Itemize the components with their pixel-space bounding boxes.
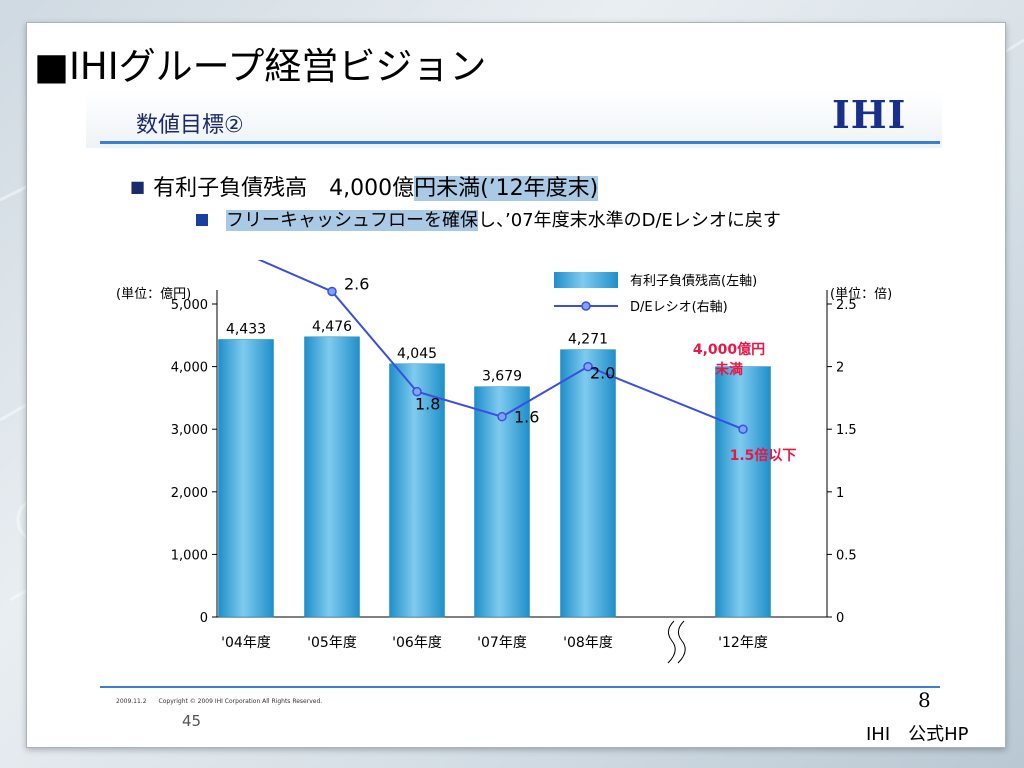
x-category-label: '08年度 [563, 635, 613, 651]
left-axis-unit: (単位：億円) [116, 286, 191, 302]
header-bar [86, 90, 942, 148]
left-tick-label: 5,000 [171, 298, 208, 313]
right-tick-label: 1.5 [836, 423, 857, 438]
left-tick-label: 4,000 [171, 361, 208, 376]
line-value-label: 1.6 [514, 408, 539, 427]
bullet1-highlight: 円未満(’12年度末) [414, 176, 599, 201]
slide-number: 45 [182, 712, 202, 730]
bar-value-label: 4,433 [226, 321, 266, 337]
right-tick-label: 1 [836, 486, 844, 501]
line-value-label: 1.8 [415, 395, 440, 414]
source-label: IHI 公式HP [866, 724, 969, 745]
bullet2-text: し、’07年度末水準のD/Eレシオに戻す [478, 210, 781, 231]
header-divider [100, 141, 940, 144]
left-tick-label: 3,000 [171, 423, 208, 438]
right-tick-label: 2 [836, 361, 844, 376]
line-point [497, 411, 507, 422]
x-category-label: '07年度 [477, 635, 527, 651]
target-debt-label: 4,000億円 [693, 341, 765, 358]
line-value-label: 2.6 [344, 274, 369, 293]
right-tick-label: 2.5 [836, 298, 857, 313]
slide-title: ■IHIグループ経営ビジョン [34, 45, 487, 88]
axis-break-mark [677, 620, 686, 664]
x-category-label: '05年度 [307, 635, 357, 651]
bar-debt [474, 386, 530, 618]
bar-value-label: 4,045 [397, 346, 437, 362]
footer-divider [100, 686, 940, 688]
line-point [412, 386, 422, 397]
bullet1-text: 有利子負債残高 4,000億 [153, 176, 415, 201]
copyright-text: 2009.11.2 Copyright © 2009 IHI Corporati… [116, 698, 323, 705]
debt-de-ratio-chart: 01,0002,0003,0004,0005,00000.511.522.5(単… [116, 260, 892, 664]
bar-debt [389, 363, 445, 618]
bar-debt [715, 366, 771, 618]
left-tick-label: 0 [200, 611, 208, 626]
x-category-label: '06年度 [392, 635, 442, 651]
right-tick-label: 0 [836, 611, 844, 626]
line-point [327, 286, 337, 297]
bar-debt [218, 339, 274, 618]
axis-break-mark [667, 620, 676, 664]
ihi-logo: IHI [832, 92, 907, 137]
subtitle: 数値目標② [136, 113, 244, 138]
bullet-square-icon: ■ [130, 177, 146, 196]
line-de-ratio [257, 260, 744, 431]
slide-content: 数値目標② IHI ■ 有利子負債残高 4,000億円未満(’12年度末) フリー… [86, 90, 942, 714]
bar-debt [304, 336, 360, 618]
bullet-square-icon [196, 214, 208, 226]
x-category-label: '04年度 [221, 635, 271, 651]
bar-value-label: 4,271 [568, 332, 608, 348]
bullet-free-cash-flow: フリーキャッシュフローを確保し、’07年度末水準のD/Eレシオに戻す [196, 206, 781, 232]
bar-value-label: 4,476 [312, 319, 352, 335]
bar-debt [560, 349, 616, 618]
legend-bar-swatch [554, 272, 618, 288]
line-value-label: 2.0 [590, 364, 615, 383]
left-tick-label: 1,000 [171, 548, 208, 563]
legend-line-marker [581, 301, 591, 311]
legend-line-label: D/Eレシオ(右軸) [630, 300, 728, 315]
bar-value-label: 3,679 [482, 369, 522, 385]
right-tick-label: 0.5 [836, 548, 857, 563]
left-tick-label: 2,000 [171, 486, 208, 501]
line-point [583, 361, 593, 372]
page-number: 8 [918, 688, 931, 712]
legend-bar-label: 有利子負債残高(左軸) [630, 273, 757, 289]
x-category-label: '12年度 [718, 635, 768, 651]
bullet-debt-target: ■ 有利子負債残高 4,000億円未満(’12年度末) [130, 170, 599, 202]
right-axis-unit: (単位：倍) [830, 286, 892, 302]
target-ratio-label: 1.5倍以下 [730, 447, 797, 464]
line-point [738, 424, 748, 434]
target-debt-label: 未満 [715, 361, 743, 378]
bullet2-highlight: フリーキャッシュフローを確保 [226, 210, 478, 231]
